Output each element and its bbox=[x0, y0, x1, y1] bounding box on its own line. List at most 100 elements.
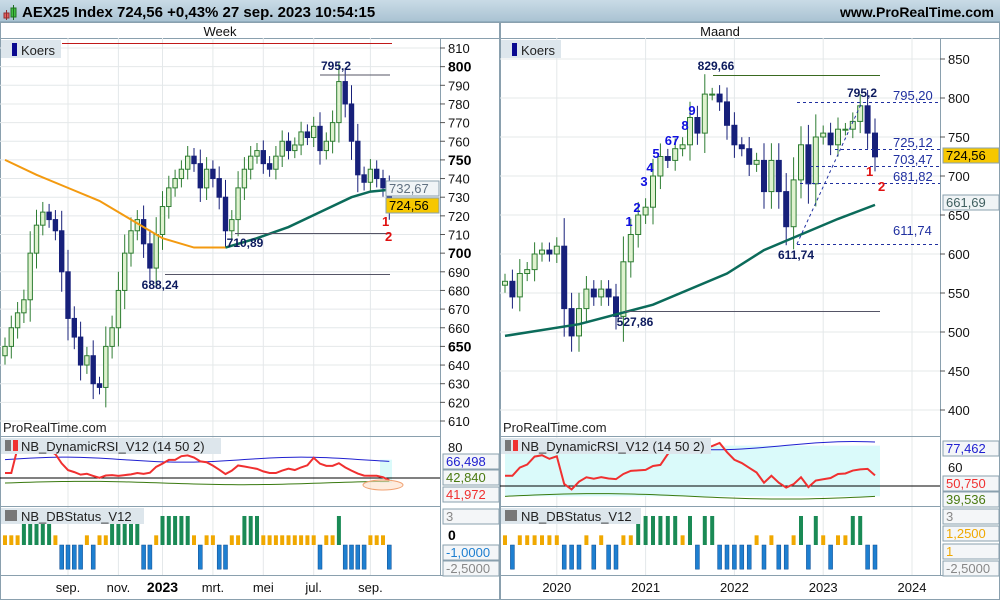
dbstatus-bar bbox=[47, 515, 52, 545]
watermark: ProRealTime.com bbox=[3, 420, 107, 435]
dbstatus-bar bbox=[355, 544, 361, 570]
count-label: 2 bbox=[385, 229, 392, 244]
dbstatus-bar bbox=[673, 515, 678, 545]
candle-up bbox=[178, 168, 185, 180]
level-price-label: 703,47 bbox=[893, 152, 933, 167]
dbstatus-bar bbox=[813, 515, 818, 545]
week-chart-panel: Week810800790780770760750740730720710700… bbox=[0, 22, 500, 600]
level-label: 688,24 bbox=[142, 278, 179, 292]
dbstatus-bar bbox=[84, 535, 89, 545]
month-chart-panel: Maand 850 800 750 700 650 600 550 500 450 400 2020 2… bbox=[500, 22, 1000, 600]
dbstatus-bar bbox=[724, 544, 730, 570]
candle-up bbox=[40, 211, 46, 226]
level-label: 795,2 bbox=[847, 86, 877, 100]
dbstatus-bar bbox=[739, 544, 745, 570]
dbstatus-bar bbox=[761, 544, 767, 570]
site-link[interactable]: www.ProRealTime.com bbox=[839, 4, 994, 20]
candle-up bbox=[21, 299, 27, 314]
dbstatus-bar bbox=[554, 535, 559, 545]
x-tick-label: 2023 bbox=[809, 580, 838, 595]
candle-up bbox=[84, 355, 90, 366]
candle-up bbox=[672, 148, 679, 161]
candle-down bbox=[664, 156, 671, 161]
db-value: -1,0000 bbox=[446, 545, 490, 560]
count-label: 3 bbox=[640, 174, 647, 189]
legend-swatch bbox=[513, 440, 518, 451]
y-tick-label: 850 bbox=[948, 52, 970, 67]
candle-down bbox=[509, 280, 516, 298]
count-label: 2 bbox=[633, 200, 640, 215]
legend-swatch bbox=[5, 440, 11, 451]
candle-down bbox=[77, 336, 84, 366]
candle-up bbox=[33, 224, 40, 254]
legend-swatch bbox=[505, 440, 511, 451]
count-label: 1 bbox=[625, 214, 632, 229]
dbstatus-bar bbox=[173, 515, 178, 545]
dbstatus-bar bbox=[122, 515, 127, 545]
candle-down bbox=[147, 243, 153, 269]
dbstatus-bar bbox=[3, 535, 7, 545]
candle-down bbox=[872, 132, 878, 158]
dbstatus-bar bbox=[776, 544, 782, 570]
dbstatus-bar bbox=[34, 515, 39, 545]
timeframe-title: Maand bbox=[700, 24, 740, 39]
dbstatus-bar bbox=[179, 515, 184, 545]
candle-up bbox=[539, 249, 545, 255]
dashed-trend-line bbox=[796, 101, 863, 245]
candle-down bbox=[546, 249, 553, 255]
db-level-value-box bbox=[942, 543, 1000, 560]
candle-up bbox=[768, 159, 775, 193]
dbstatus-bar bbox=[97, 535, 102, 545]
dbstatus-bar bbox=[336, 515, 341, 545]
dbstatus-bar bbox=[606, 544, 611, 570]
y-tick-label: 760 bbox=[448, 134, 470, 149]
last-price-label-box bbox=[942, 147, 1000, 164]
candle-up bbox=[790, 179, 797, 228]
candle-down bbox=[724, 101, 730, 126]
rsi-band-fill bbox=[505, 445, 880, 497]
level-label: 829,66 bbox=[698, 59, 735, 73]
candle-down bbox=[222, 196, 229, 232]
y-tick-label: 400 bbox=[948, 403, 970, 418]
candles-icon bbox=[3, 5, 17, 20]
candle-down bbox=[716, 93, 723, 103]
rsi-highlight bbox=[362, 479, 404, 491]
dbstatus-bar bbox=[267, 535, 272, 545]
candle-up bbox=[279, 140, 285, 157]
db-value-box bbox=[442, 544, 500, 561]
dbstatus-bar bbox=[621, 535, 626, 545]
y-tick-label: 80 bbox=[448, 440, 462, 455]
candle-up bbox=[159, 206, 166, 235]
ma-price-label-box bbox=[942, 194, 1000, 211]
candle-up bbox=[122, 252, 128, 291]
timeframe-title: Week bbox=[204, 24, 237, 39]
x-tick-label: sep. bbox=[358, 580, 383, 595]
candles bbox=[502, 74, 878, 352]
dbstatus-bar bbox=[255, 515, 259, 545]
candle-up bbox=[753, 159, 760, 165]
candle-up bbox=[172, 178, 178, 189]
dbstatus-bar bbox=[702, 515, 707, 545]
dbstatus-bar bbox=[59, 544, 64, 570]
candle-up bbox=[229, 219, 235, 232]
dbstatus-bar bbox=[21, 515, 26, 545]
candle-up bbox=[2, 345, 8, 357]
candle-down bbox=[46, 211, 52, 221]
dbstatus-bar bbox=[503, 535, 507, 545]
count-label: 9 bbox=[688, 103, 695, 118]
dbstatus-bar bbox=[651, 515, 655, 545]
db-value-box bbox=[942, 525, 1000, 542]
y-tick-label: 690 bbox=[448, 265, 470, 280]
candle-up bbox=[273, 155, 279, 170]
candle-up bbox=[235, 187, 241, 221]
rsi-legend-label: NB_DynamicRSI_V12 (14 50 2) bbox=[521, 439, 705, 454]
candle-up bbox=[329, 122, 336, 142]
dbstatus-bar bbox=[732, 544, 737, 570]
dbstatus-bar bbox=[769, 535, 774, 545]
y-tick-label: 750 bbox=[948, 130, 970, 145]
dbstatus-bar bbox=[381, 535, 385, 545]
y-tick-label: 800 bbox=[948, 91, 970, 106]
dbstatus-bar bbox=[154, 535, 159, 545]
legend-swatch bbox=[12, 43, 17, 56]
candle-up bbox=[109, 327, 115, 347]
